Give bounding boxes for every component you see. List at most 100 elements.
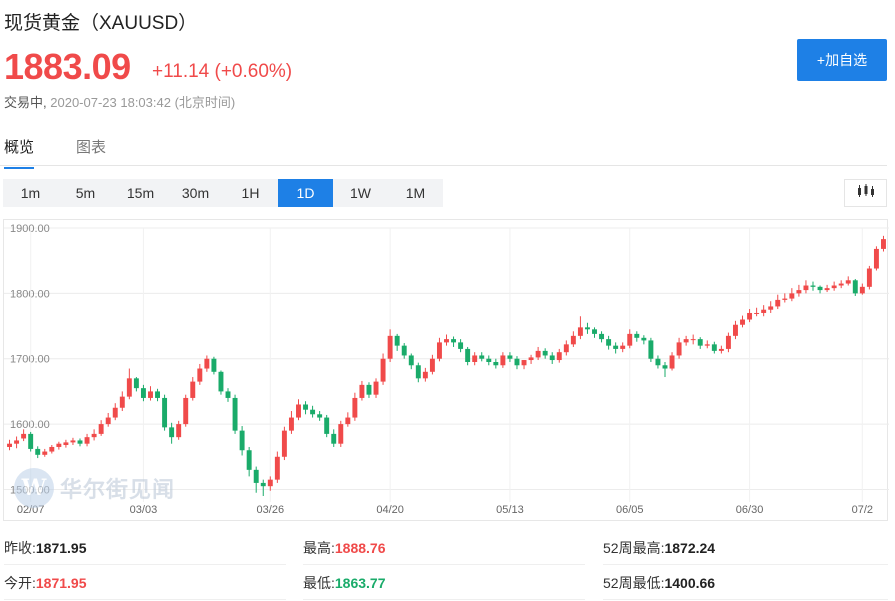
stat-label: 今开: [4, 574, 36, 591]
candle-body [606, 339, 612, 346]
quote-timestamp: 2020-07-23 18:03:42 (北京时间) [50, 95, 236, 110]
candle-body [852, 280, 858, 294]
candle-body [528, 357, 534, 361]
stat-value: 1888.76 [334, 539, 386, 556]
trading-status: 交易中, 2020-07-23 18:03:42 (北京时间) [4, 92, 235, 111]
candlestick-chart: 1900.001800.001700.001600.001500.0002/07… [4, 223, 889, 516]
candle-body [634, 333, 640, 338]
candle-body [493, 361, 499, 366]
stat-prev-close: 昨收: 1871.95 [4, 531, 286, 565]
candle-body [162, 397, 168, 428]
stat-value: 1400.66 [664, 574, 716, 591]
candle-body [845, 280, 851, 284]
candle-body [641, 337, 647, 341]
candle-body [775, 299, 781, 307]
y-tick-label: 1600.00 [10, 419, 50, 431]
candle-body [627, 333, 633, 346]
candle-body [274, 456, 280, 480]
trading-state: 交易中, [4, 95, 47, 110]
candle-body [260, 482, 266, 487]
y-tick-label: 1800.00 [10, 288, 50, 300]
tab-overview[interactable]: 概览 [4, 136, 35, 169]
candle-body [613, 345, 619, 349]
candle-body [711, 344, 717, 351]
stat-label: 最低: [303, 574, 335, 591]
candle-body [296, 404, 301, 418]
period-1m[interactable]: 1m [20, 185, 41, 201]
candle-body [592, 329, 597, 334]
x-tick-label: 07/2 [852, 504, 873, 516]
candle-body [479, 355, 485, 359]
candle-body [472, 355, 478, 362]
candle-body [747, 312, 753, 320]
candle-body [338, 424, 344, 444]
candle-body [803, 285, 809, 291]
candle-body [148, 391, 153, 398]
candle-body [394, 335, 400, 346]
candle-body [866, 268, 872, 287]
stat-value: 1871.95 [35, 539, 87, 556]
candle-body [824, 288, 830, 291]
candle-body [232, 397, 238, 431]
candle-body [535, 350, 541, 358]
add-to-watchlist-button[interactable]: +加自选 [797, 39, 887, 81]
candle-body [429, 358, 435, 372]
candle-body [458, 342, 464, 349]
candle-body [140, 388, 146, 398]
candle-body [500, 355, 506, 366]
y-tick-label: 1900.00 [10, 223, 50, 235]
candle-body [267, 479, 273, 487]
candle-body [704, 344, 710, 346]
quote-stats: 昨收: 1871.95 最高: 1888.76 52周最高: 1872.24 今… [0, 531, 895, 601]
candle-body [56, 443, 62, 447]
candle-body [599, 333, 605, 340]
candlestick-chart-icon [857, 183, 875, 203]
period-15m[interactable]: 15m [126, 185, 155, 201]
candle-body [549, 355, 555, 361]
candle-body [373, 381, 379, 395]
candle-body [415, 365, 421, 379]
current-price: 1883.09 [4, 46, 131, 87]
price-chart[interactable]: 1900.001800.001700.001600.001500.0002/07… [3, 219, 889, 521]
period-1w[interactable]: 1W [350, 185, 371, 201]
stat-label: 最高: [303, 539, 335, 556]
period-1mo[interactable]: 1M [405, 185, 426, 201]
candle-body [718, 348, 724, 351]
candle-body [810, 285, 816, 287]
period-1h[interactable]: 1H [241, 185, 260, 201]
candle-body [197, 368, 203, 382]
instrument-title: 现货黄金（XAUUSD） [4, 13, 198, 34]
candle-body [521, 360, 527, 366]
candle-body [359, 384, 365, 398]
candle-body [169, 427, 175, 438]
candle-body [436, 342, 442, 359]
candle-body [28, 433, 34, 449]
candle-body [225, 391, 231, 398]
x-tick-label: 03/26 [257, 504, 285, 516]
stat-52w-high: 52周最高: 1872.24 [603, 531, 888, 565]
tab-chart[interactable]: 图表 [76, 139, 107, 156]
candle-body [317, 414, 323, 418]
candle-body [331, 433, 337, 444]
candle-body [211, 358, 217, 372]
candle-body [873, 248, 879, 269]
stat-value: 1871.95 [35, 574, 87, 591]
candle-body [465, 348, 471, 362]
x-tick-label: 06/30 [736, 504, 764, 516]
period-5m[interactable]: 5m [75, 185, 96, 201]
candle-body [387, 335, 393, 359]
stat-label: 昨收: [4, 539, 36, 556]
stat-label: 52周最低: [603, 574, 665, 591]
stat-open: 今开: 1871.95 [4, 566, 286, 600]
candle-body [155, 391, 160, 398]
period-30m[interactable]: 30m [181, 185, 210, 201]
candle-body [303, 404, 309, 410]
candle-body [190, 381, 196, 398]
chart-type-button[interactable] [844, 179, 887, 207]
candle-body [838, 283, 844, 286]
period-1d[interactable]: 1D [278, 179, 333, 207]
candle-body [761, 309, 767, 313]
candle-body [669, 355, 675, 369]
candle-body [740, 319, 745, 325]
candle-body [281, 430, 287, 457]
